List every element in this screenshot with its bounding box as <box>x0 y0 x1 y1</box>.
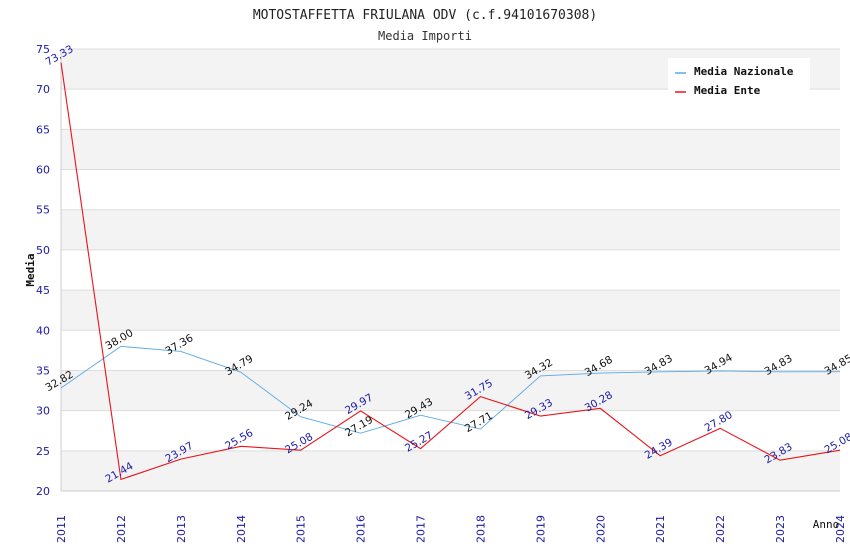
x-axis-ticks: 2011 2012 2013 2014 2015 2016 2017 2018 2019 2020… <box>55 515 847 543</box>
x-tick-label: 2022 <box>714 515 727 543</box>
x-tick-label: 2011 <box>55 515 68 543</box>
y-tick-label: 35 <box>36 364 50 377</box>
x-tick-label: 2013 <box>175 515 188 543</box>
y-tick-label: 50 <box>36 244 50 257</box>
data-label: 38.00 <box>103 327 135 352</box>
y-tick-label: 25 <box>36 445 50 458</box>
chart-title: MOTOSTAFFETTA FRIULANA ODV (c.f.94101670… <box>253 8 597 23</box>
x-tick-label: 2024 <box>834 515 847 543</box>
x-tick-label: 2017 <box>415 515 428 543</box>
background-band <box>61 209 840 250</box>
y-tick-label: 55 <box>36 204 50 217</box>
x-axis-label: Anno <box>813 518 840 531</box>
data-label: 27.71 <box>463 410 495 435</box>
y-tick-label: 40 <box>36 324 50 337</box>
legend-label-media-nazionale: Media Nazionale <box>694 65 794 78</box>
x-tick-label: 2012 <box>115 515 128 543</box>
background-band <box>61 290 840 331</box>
series-lines <box>60 62 841 481</box>
y-tick-label: 45 <box>36 284 50 297</box>
y-tick-label: 60 <box>36 164 50 177</box>
data-label: 37.36 <box>163 332 195 358</box>
x-tick-label: 2019 <box>534 515 547 543</box>
data-label: 25.56 <box>223 427 255 453</box>
x-tick-label: 2018 <box>474 515 487 543</box>
y-tick-label: 75 <box>36 43 50 56</box>
x-tick-label: 2023 <box>774 515 787 543</box>
data-label: 27.19 <box>343 414 375 439</box>
y-tick-label: 30 <box>36 405 50 418</box>
y-axis-ticks: 20 25 30 35 40 45 50 55 60 65 70 75 <box>36 43 50 498</box>
legend-box <box>668 58 810 102</box>
y-tick-label: 65 <box>36 123 50 136</box>
legend-label-media-ente: Media Ente <box>694 84 761 97</box>
background-band <box>61 370 840 411</box>
x-tick-label: 2014 <box>235 515 248 543</box>
y-axis-label: Media <box>24 253 37 286</box>
data-label: 27.80 <box>703 409 735 434</box>
x-tick-label: 2016 <box>355 515 368 543</box>
y-tick-label: 70 <box>36 83 50 96</box>
chart-subtitle: Media Importi <box>378 29 472 43</box>
series-line-media-ente <box>60 62 841 481</box>
x-tick-label: 2021 <box>654 515 667 543</box>
legend: Media Nazionale Media Ente <box>668 58 810 102</box>
y-tick-label: 20 <box>36 485 50 498</box>
x-tick-label: 2015 <box>295 515 308 543</box>
background-band <box>61 129 840 170</box>
x-tick-label: 2020 <box>594 515 607 543</box>
